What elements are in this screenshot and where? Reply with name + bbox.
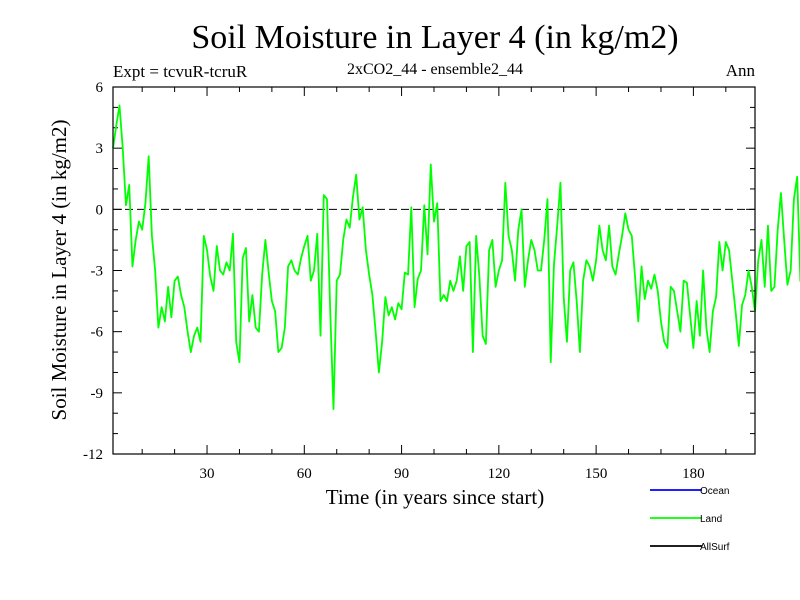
y-tick-label: -3: [91, 264, 104, 280]
legend: Ocean Land AllSurf: [650, 486, 730, 553]
legend-label: AllSurf: [700, 542, 730, 553]
y-tick-label: -12: [83, 447, 103, 463]
tick-labels: -12 -9 -6 -3 0 3 6 30 60 90 120 150 180: [83, 80, 705, 482]
y-tick-label: 0: [96, 202, 104, 218]
legend-label: Land: [700, 514, 722, 525]
x-axis-label: Time (in years since start): [326, 485, 545, 509]
chart-subtitle: 2xCO2_44 - ensemble2_44: [347, 61, 523, 78]
season-label: Ann: [726, 61, 756, 80]
y-axis-label: Soil Moisture in Layer 4 (in kg/m2): [47, 120, 71, 421]
series-layer: [112, 104, 800, 411]
x-tick-label: 120: [488, 466, 511, 482]
y-tick-label: -6: [91, 325, 104, 341]
x-tick-label: 30: [200, 466, 215, 482]
x-tick-label: 60: [297, 466, 312, 482]
y-tick-label: -9: [91, 386, 104, 402]
series-line-land: [112, 104, 800, 411]
plot-area: [112, 86, 756, 455]
x-tick-label: 90: [394, 466, 409, 482]
chart-title: Soil Moisture in Layer 4 (in kg/m2): [191, 19, 678, 56]
legend-label: Ocean: [700, 486, 729, 497]
experiment-label: Expt = tcvuR-tcruR: [113, 62, 248, 81]
y-tick-label: 3: [96, 141, 104, 157]
x-tick-label: 180: [682, 466, 705, 482]
y-tick-label: 6: [96, 80, 104, 96]
legend-item-allsurf: AllSurf: [650, 542, 730, 553]
legend-item-land: Land: [650, 514, 722, 525]
legend-item-ocean: Ocean: [650, 486, 729, 497]
x-tick-label: 150: [585, 466, 608, 482]
